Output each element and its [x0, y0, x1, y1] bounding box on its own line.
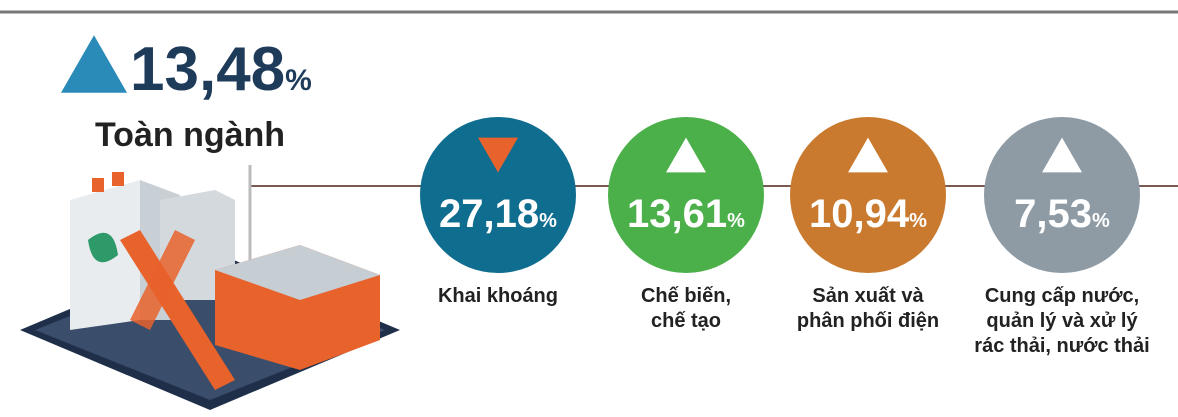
sector-label: rác thải, nước thải	[974, 335, 1149, 357]
sector-label: Khai khoáng	[438, 285, 558, 307]
sector-unit: %	[1092, 210, 1110, 232]
sector-unit: %	[727, 210, 745, 232]
sector-label: Chế biến,	[641, 285, 731, 307]
sector-label: chế tạo	[651, 310, 721, 332]
factory-illustration	[20, 165, 400, 410]
total-unit: %	[285, 64, 312, 97]
infographic: 13,48%Toàn ngành 27,18%Khai khoáng13,61%…	[0, 0, 1178, 417]
sector-label: Cung cấp nước,	[985, 285, 1139, 307]
sector-label: Sản xuất và	[812, 285, 924, 307]
total-label: Toàn ngành	[95, 116, 285, 154]
total-block: 13,48%Toàn ngành	[61, 35, 312, 154]
total-value: 13,48%	[130, 35, 312, 104]
sector: 10,94% Sản xuất và phân phối điện	[790, 117, 946, 332]
sector-unit: %	[539, 210, 557, 232]
sector: 13,61% Chế biến, chế tạo	[608, 117, 764, 332]
sector-number: 27,18	[439, 192, 539, 236]
sector-unit: %	[909, 210, 927, 232]
sector-label: phân phối điện	[797, 310, 939, 332]
sector: 27,18% Khai khoáng	[420, 117, 576, 307]
sector: 7,53% Cung cấp nước, quản lý và xử lý rác t…	[974, 117, 1149, 357]
sector-number: 7,53	[1014, 192, 1092, 236]
total-arrow	[61, 35, 127, 92]
sector-number: 10,94	[809, 192, 910, 236]
sector-number: 13,61	[627, 192, 727, 236]
sector-label: quản lý và xử lý	[986, 310, 1138, 332]
total-number: 13,48	[130, 35, 285, 104]
